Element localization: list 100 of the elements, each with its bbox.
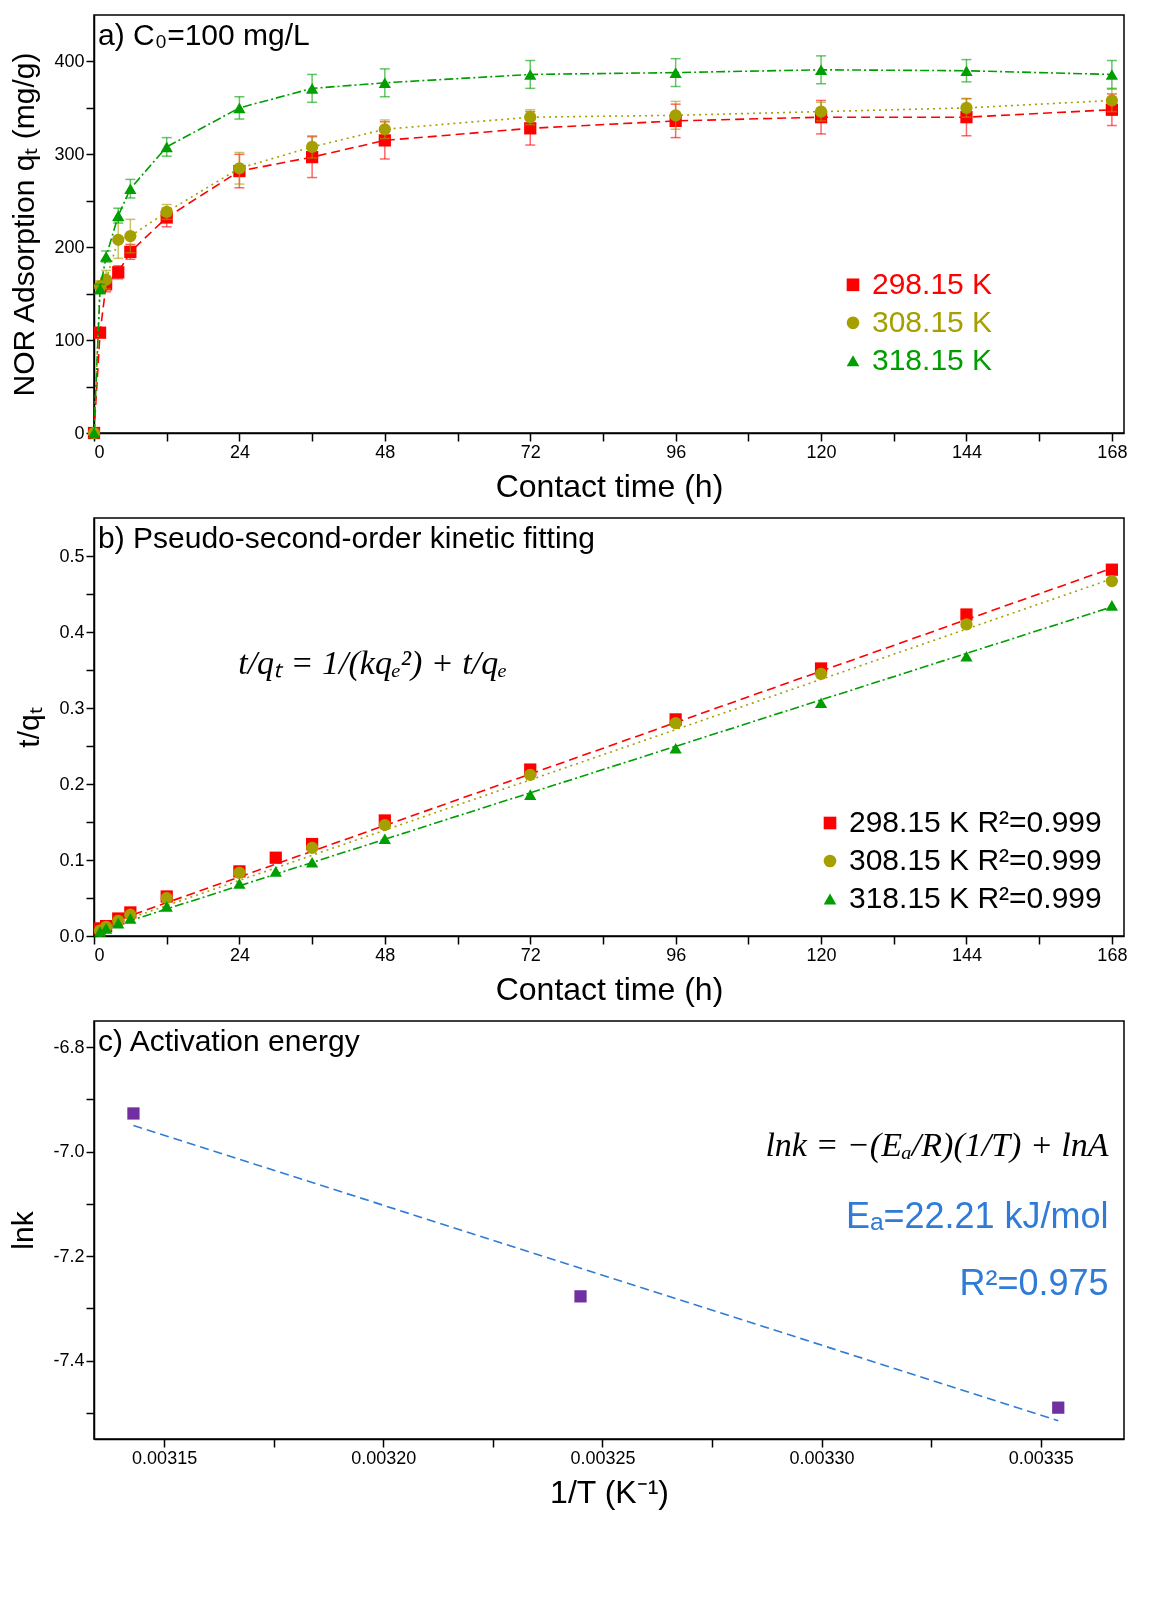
legend-label: 318.15 K R²=0.999 bbox=[849, 881, 1102, 914]
point bbox=[378, 833, 391, 845]
point bbox=[269, 866, 282, 877]
point bbox=[127, 1107, 140, 1120]
point bbox=[160, 141, 173, 153]
y-tick-label: 0 bbox=[74, 422, 85, 443]
x-tick-label: 0.00325 bbox=[570, 1447, 636, 1468]
x-axis-title: 1/T (K⁻¹) bbox=[550, 1473, 669, 1510]
point bbox=[814, 697, 828, 708]
point bbox=[1105, 600, 1119, 611]
x-tick-label: 0.00335 bbox=[1008, 1447, 1074, 1468]
x-tick-label: 96 bbox=[666, 441, 687, 462]
chart-title: c) Activation energy bbox=[98, 1024, 360, 1057]
point bbox=[124, 229, 137, 243]
point bbox=[124, 183, 137, 195]
y-axis-title: NOR Adsorption qₜ (mg/g) bbox=[7, 52, 41, 397]
point bbox=[814, 667, 828, 680]
point bbox=[305, 841, 319, 854]
point bbox=[1105, 563, 1119, 576]
x-tick-label: 144 bbox=[951, 944, 982, 965]
point bbox=[669, 742, 682, 754]
y-tick-label: -7.0 bbox=[53, 1141, 85, 1162]
annotation: R²=0.975 bbox=[959, 1262, 1109, 1304]
point bbox=[669, 67, 682, 78]
point bbox=[305, 140, 319, 154]
point bbox=[378, 77, 391, 89]
x-tick-label: 72 bbox=[520, 441, 541, 462]
y-tick-label: 0.1 bbox=[59, 849, 85, 870]
point bbox=[305, 151, 319, 164]
y-tick-label: 200 bbox=[54, 236, 85, 257]
y-tick-label: 0.2 bbox=[59, 773, 85, 794]
point bbox=[305, 856, 319, 868]
legend-label: 298.15 K bbox=[872, 266, 993, 300]
y-tick-label: 300 bbox=[54, 143, 85, 164]
x-tick-label: 48 bbox=[375, 944, 396, 965]
point bbox=[112, 233, 125, 246]
y-tick-label: -7.2 bbox=[53, 1245, 85, 1266]
point bbox=[960, 101, 973, 114]
x-tick-label: 0 bbox=[94, 441, 105, 462]
point bbox=[1105, 94, 1119, 107]
x-tick-label: 24 bbox=[229, 441, 250, 462]
x-tick-label: 0.00315 bbox=[132, 1447, 198, 1468]
y-tick-label: 0.4 bbox=[59, 621, 85, 642]
point bbox=[1105, 69, 1119, 80]
point bbox=[814, 64, 828, 76]
point bbox=[524, 768, 537, 781]
point bbox=[814, 105, 828, 118]
point bbox=[524, 69, 537, 80]
point bbox=[1052, 1401, 1065, 1414]
annotation: Eₐ=22.21 kJ/mol bbox=[846, 1195, 1109, 1237]
y-tick-label: -7.4 bbox=[53, 1350, 85, 1371]
y-tick-label: 100 bbox=[54, 329, 85, 350]
point bbox=[233, 102, 246, 114]
x-tick-label: 0 bbox=[94, 944, 105, 965]
point bbox=[378, 818, 391, 832]
x-axis-title: Contact time (h) bbox=[495, 467, 724, 504]
point bbox=[233, 878, 246, 889]
x-tick-label: 168 bbox=[1097, 944, 1128, 965]
point bbox=[93, 326, 107, 339]
point bbox=[160, 901, 173, 912]
point bbox=[378, 134, 391, 147]
point bbox=[574, 1290, 587, 1303]
point bbox=[960, 618, 973, 631]
point bbox=[669, 109, 682, 122]
x-tick-label: 48 bbox=[375, 441, 396, 462]
x-tick-label: 120 bbox=[806, 441, 837, 462]
y-tick-label: 0.5 bbox=[59, 545, 85, 566]
point bbox=[269, 851, 282, 864]
y-tick-label: 0.0 bbox=[59, 925, 85, 946]
x-tick-label: 120 bbox=[806, 944, 837, 965]
x-tick-label: 0.00320 bbox=[351, 1447, 417, 1468]
x-tick-label: 0.00330 bbox=[789, 1447, 855, 1468]
legend-label: 298.15 K R²=0.999 bbox=[849, 805, 1102, 838]
x-tick-label: 168 bbox=[1097, 441, 1128, 462]
point bbox=[305, 83, 319, 94]
point bbox=[524, 789, 537, 800]
x-tick-label: 96 bbox=[666, 944, 687, 965]
point bbox=[124, 913, 137, 924]
point bbox=[378, 123, 391, 136]
annotation: lnk = −(Eₐ/R)(1/T) + lnA bbox=[765, 1126, 1109, 1165]
y-tick-label: -6.8 bbox=[53, 1036, 85, 1057]
x-tick-label: 72 bbox=[520, 944, 541, 965]
x-axis-title: Contact time (h) bbox=[495, 970, 724, 1007]
chart-title: a) C₀=100 mg/L bbox=[98, 18, 310, 51]
point bbox=[960, 65, 973, 77]
legend-label: 308.15 K R²=0.999 bbox=[849, 843, 1102, 876]
annotation: t/qₜ = 1/(kqₑ²) + t/qₑ bbox=[238, 644, 508, 683]
y-tick-label: 400 bbox=[54, 50, 85, 71]
point bbox=[1105, 574, 1119, 588]
point bbox=[960, 651, 973, 662]
y-axis-title: lnk bbox=[6, 1210, 40, 1250]
legend-label: 308.15 K bbox=[872, 304, 993, 338]
point bbox=[524, 122, 537, 135]
point bbox=[99, 273, 113, 286]
y-axis-title: t/qₜ bbox=[12, 707, 46, 748]
y-tick-label: 0.3 bbox=[59, 697, 85, 718]
legend-label: 318.15 K bbox=[872, 342, 993, 376]
x-tick-label: 24 bbox=[229, 944, 250, 965]
chart-title: b) Pseudo-second-order kinetic fitting bbox=[98, 521, 595, 554]
point bbox=[669, 717, 682, 730]
